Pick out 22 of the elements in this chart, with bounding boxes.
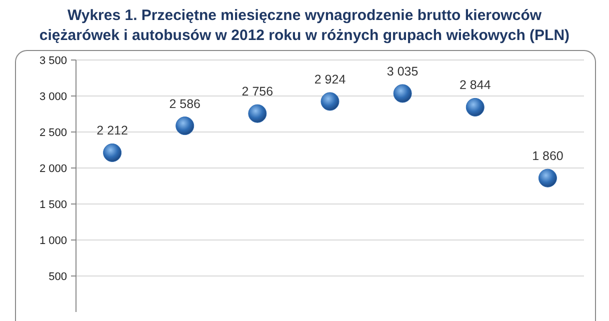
y-tick-label: 3 000 (39, 90, 67, 103)
y-tick-label: 3 500 (39, 54, 67, 67)
y-tick-label: 500 (48, 270, 67, 283)
data-label: 2 844 (460, 78, 491, 92)
data-label: 2 756 (242, 84, 274, 99)
data-label: 3 035 (386, 64, 418, 78)
y-tick-label: 2 000 (39, 162, 67, 175)
y-tick-label: 2 500 (39, 126, 67, 139)
y-tick-label: 1 500 (39, 198, 67, 211)
point (248, 104, 267, 123)
point (538, 168, 557, 188)
data-label: 2 924 (314, 72, 346, 86)
data-label: 2 586 (169, 96, 201, 111)
point (103, 143, 122, 162)
point (393, 84, 412, 103)
point (320, 92, 340, 111)
data-label: 1 860 (532, 149, 564, 164)
point (466, 98, 484, 116)
data-label: 2 212 (96, 124, 128, 138)
chart-title: Wykres 1. Przeciętne miesięczne wynagrodzenie brutto kierowców ciężarówek i autobusów w 2012 roku w różnych grupach wiekowych (PLN) (39, 7, 570, 44)
y-tick-label: 1 000 (39, 234, 67, 247)
point (176, 116, 194, 136)
